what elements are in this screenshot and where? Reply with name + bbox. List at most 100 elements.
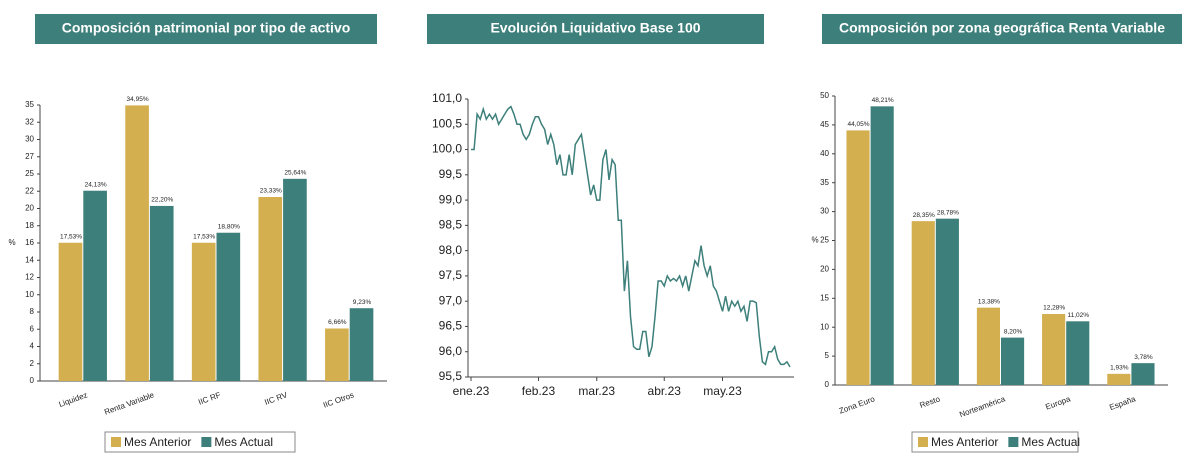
x-tick-label: IIC RV (263, 390, 289, 407)
x-tick-label: IIC RF (197, 390, 222, 406)
x-tick-label: España (1108, 394, 1137, 412)
y-tick-label: 30 (820, 207, 829, 216)
legend-label: Mes Anterior (931, 435, 998, 449)
x-tick-label: Resto (918, 394, 941, 410)
bar (216, 232, 241, 381)
bar (58, 242, 83, 381)
x-tick-label: ene.23 (453, 384, 490, 398)
y-tick-label: 4 (30, 342, 35, 351)
bar (149, 205, 174, 381)
bar (349, 308, 374, 381)
y-tick-label: 50 (820, 91, 829, 100)
value-label: 11,02% (1067, 312, 1089, 319)
y-tick-label: 97,0 (439, 293, 463, 307)
y-tick-label: 10 (820, 322, 829, 331)
y-tick-label: 97,5 (439, 268, 463, 282)
y-tick-label: 20 (25, 204, 34, 213)
legend-swatch (918, 437, 928, 447)
value-label: 17,53% (193, 233, 215, 240)
y-axis-label: % (811, 236, 818, 245)
bar (1107, 373, 1131, 385)
value-label: 25,64% (284, 170, 306, 177)
value-label: 9,23% (353, 299, 372, 306)
value-label: 24,13% (85, 181, 107, 188)
title-banner (822, 14, 1182, 44)
y-tick-label: 95,5 (439, 369, 463, 383)
x-tick-label: Renta Variable (103, 390, 156, 417)
y-tick-label: 45 (820, 120, 829, 129)
y-tick-label: 98,0 (439, 243, 463, 257)
legend-label: Mes Actual (214, 435, 273, 449)
y-tick-label: 98,5 (439, 218, 463, 232)
bar (191, 242, 216, 381)
title-banner (35, 14, 377, 44)
y-tick-label: 16 (25, 238, 34, 247)
bar (83, 190, 107, 381)
bar (846, 130, 870, 385)
value-label: 28,35% (913, 212, 935, 219)
y-tick-label: 35 (820, 178, 829, 187)
value-label: 48,21% (872, 97, 894, 104)
y-tick-label: 10 (25, 290, 34, 299)
y-tick-label: 14 (25, 255, 34, 264)
y-tick-label: 101,0 (432, 91, 462, 105)
legend-swatch (111, 437, 121, 447)
y-tick-label: 30 (25, 135, 34, 144)
value-label: 1,93% (1110, 365, 1129, 372)
y-tick-label: 96,5 (439, 319, 463, 333)
line-series (471, 105, 791, 368)
legend-swatch (1008, 437, 1019, 447)
y-tick-label: 0 (825, 380, 830, 389)
value-label: 22,20% (151, 197, 173, 204)
y-tick-label: 25 (25, 169, 34, 178)
y-tick-label: 100,5 (432, 116, 462, 130)
value-label: 23,33% (260, 188, 282, 195)
y-tick-label: 0 (30, 376, 35, 385)
y-tick-label: 15 (820, 293, 829, 302)
bar (870, 106, 894, 386)
bar (911, 221, 935, 385)
value-label: 3,78% (1134, 354, 1153, 361)
x-tick-label: feb.23 (522, 384, 556, 398)
value-label: 8,20% (1004, 328, 1023, 335)
value-label: 13,38% (978, 298, 1000, 305)
y-tick-label: 96,0 (439, 344, 463, 358)
y-tick-label: 25 (820, 236, 829, 245)
x-tick-label: Norteamérica (958, 394, 1007, 419)
chart-title: Composición por zona geográfica Renta Va… (839, 20, 1165, 36)
x-tick-label: Europa (1044, 394, 1072, 411)
title-banner (427, 14, 764, 44)
bar (976, 307, 1000, 385)
y-tick-label: 18 (25, 221, 34, 230)
legend-label: Mes Actual (1021, 435, 1080, 449)
bar (283, 178, 307, 381)
bar (258, 197, 283, 381)
x-tick-label: may.23 (703, 384, 742, 398)
bar (125, 105, 149, 381)
legend-swatch (201, 437, 212, 447)
y-tick-label: 8 (30, 307, 35, 316)
value-label: 28,78% (937, 209, 959, 216)
x-tick-label: Liquidez (58, 390, 89, 409)
y-tick-label: 2 (30, 359, 35, 368)
chart-title: Composición patrimonial por tipo de acti… (62, 20, 351, 36)
y-axis-label: % (8, 238, 15, 247)
legend-label: Mes Anterior (124, 435, 191, 449)
y-tick-label: 32 (25, 117, 34, 126)
legend-box (911, 431, 1079, 453)
y-tick-label: 6 (30, 324, 35, 333)
bar (1066, 321, 1090, 385)
legend-box (104, 431, 296, 453)
y-tick-label: 5 (825, 351, 830, 360)
y-tick-label: 20 (820, 265, 829, 274)
y-tick-label: 99,0 (439, 192, 463, 206)
chart-title: Evolución Liquidativo Base 100 (490, 20, 700, 36)
x-tick-label: abr.23 (648, 384, 682, 398)
bar (1131, 363, 1155, 385)
y-tick-label: 40 (820, 149, 829, 158)
value-label: 12,28% (1043, 305, 1065, 312)
y-tick-label: 27 (25, 152, 34, 161)
value-label: 17,53% (60, 233, 82, 240)
value-label: 6,66% (328, 319, 347, 326)
